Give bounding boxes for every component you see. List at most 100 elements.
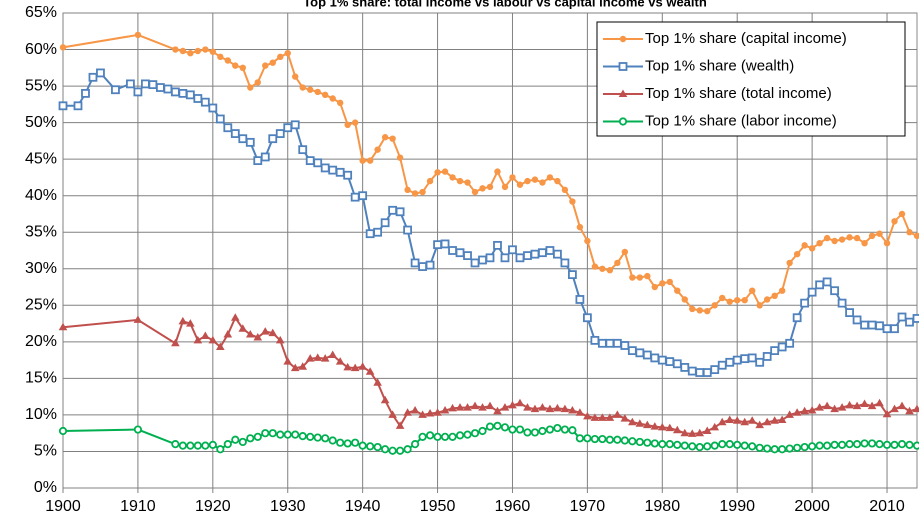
point [883, 239, 891, 247]
point [912, 404, 919, 413]
point [845, 308, 854, 318]
point [515, 398, 525, 407]
point [792, 313, 802, 323]
point [680, 428, 690, 437]
point [672, 425, 682, 434]
point [381, 134, 389, 141]
point [208, 440, 217, 449]
point [658, 440, 667, 449]
point [846, 234, 853, 241]
legend-label: Top 1% share (total income) [645, 85, 832, 102]
point [170, 87, 180, 97]
point [553, 423, 562, 433]
point [500, 403, 510, 411]
point [216, 342, 225, 350]
point [704, 307, 711, 315]
point [747, 416, 757, 424]
point [395, 421, 405, 429]
y-tick-label: 65% [25, 4, 57, 21]
point [778, 287, 786, 294]
point [410, 406, 420, 414]
point [58, 426, 68, 436]
point [553, 249, 562, 259]
point [793, 250, 801, 258]
point [185, 90, 195, 100]
point [321, 91, 329, 99]
point [485, 253, 495, 263]
point [307, 86, 314, 93]
point [343, 170, 353, 180]
point [373, 227, 383, 237]
point [748, 442, 757, 451]
point [425, 408, 435, 417]
point [478, 255, 487, 265]
point [793, 443, 802, 452]
point [762, 352, 772, 361]
point [530, 428, 540, 437]
point [808, 245, 816, 252]
point [620, 436, 629, 445]
point [179, 47, 187, 55]
point [343, 439, 352, 448]
point [575, 295, 585, 304]
point [553, 403, 562, 412]
point [328, 165, 338, 175]
point [59, 44, 67, 51]
point [882, 324, 892, 334]
point [141, 79, 150, 89]
point [268, 328, 278, 337]
point [710, 365, 720, 375]
point [201, 441, 210, 450]
point [328, 436, 337, 445]
point [485, 401, 495, 410]
point [719, 294, 726, 302]
point [665, 440, 674, 449]
point [673, 440, 682, 449]
point [314, 88, 321, 96]
point [538, 403, 547, 411]
point [734, 296, 741, 304]
point [710, 441, 719, 450]
point [440, 432, 450, 441]
y-tick-label: 5% [34, 443, 57, 460]
x-tick-label: 1900 [45, 498, 81, 515]
point [771, 292, 778, 300]
y-tick-label: 20% [25, 333, 57, 350]
point [538, 248, 547, 258]
y-tick-label: 40% [25, 187, 57, 204]
point [681, 296, 688, 303]
point [283, 430, 292, 439]
point [223, 440, 232, 449]
point [785, 444, 794, 453]
point [530, 404, 540, 413]
point [344, 121, 351, 129]
point [404, 186, 411, 194]
point [599, 265, 606, 272]
point [321, 434, 330, 443]
point [763, 296, 771, 303]
point [509, 174, 516, 181]
point [891, 218, 898, 225]
point [455, 248, 465, 258]
point [523, 403, 532, 411]
point [186, 441, 195, 450]
legend-marker [618, 89, 628, 97]
point [425, 431, 435, 440]
point [261, 429, 270, 438]
point [448, 403, 457, 412]
point [695, 428, 705, 437]
y-tick-label: 60% [25, 41, 57, 58]
point [643, 438, 652, 447]
point [260, 152, 270, 162]
point [508, 245, 517, 255]
point [299, 84, 306, 91]
point [230, 129, 240, 138]
point [187, 49, 194, 57]
point [313, 353, 323, 361]
point [674, 287, 681, 294]
point [897, 440, 907, 449]
point [253, 432, 262, 441]
point [852, 440, 862, 449]
point [792, 408, 802, 416]
y-tick-label: 50% [25, 114, 57, 131]
